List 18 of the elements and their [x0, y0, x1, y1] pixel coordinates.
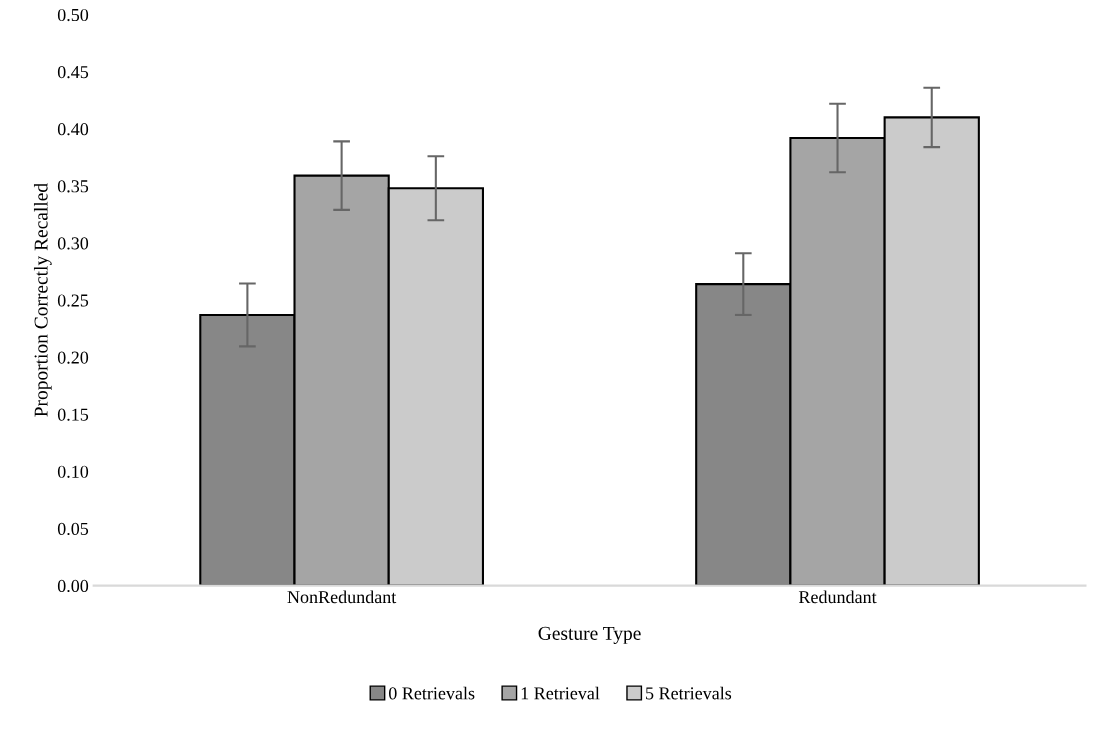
y-tick-label: 0.25	[57, 294, 89, 307]
y-tick-label: 0.45	[57, 65, 89, 79]
legend-label: 0 Retrievals	[388, 686, 475, 700]
y-axis-title: Proportion Correctly Recalled	[33, 183, 52, 417]
x-tick-label: NonRedundant	[287, 590, 397, 604]
y-tick-label: 0.05	[57, 522, 89, 536]
legend-label: 5 Retrievals	[646, 686, 732, 700]
y-tick-label: 0.40	[57, 123, 89, 136]
y-tick-label: 0.15	[57, 408, 89, 421]
x-tick-label: Redundant	[798, 590, 877, 604]
x-axis-title: Gesture Type	[538, 626, 641, 644]
y-tick-label: 0.50	[57, 8, 89, 22]
y-tick-label: 0.10	[57, 465, 89, 478]
y-tick-label: 0.00	[57, 579, 89, 593]
y-tick-label: 0.30	[57, 237, 89, 250]
y-tick-label: 0.20	[57, 351, 89, 364]
y-tick-label: 0.35	[57, 180, 89, 193]
legend-label: 1 Retrieval	[521, 686, 600, 700]
